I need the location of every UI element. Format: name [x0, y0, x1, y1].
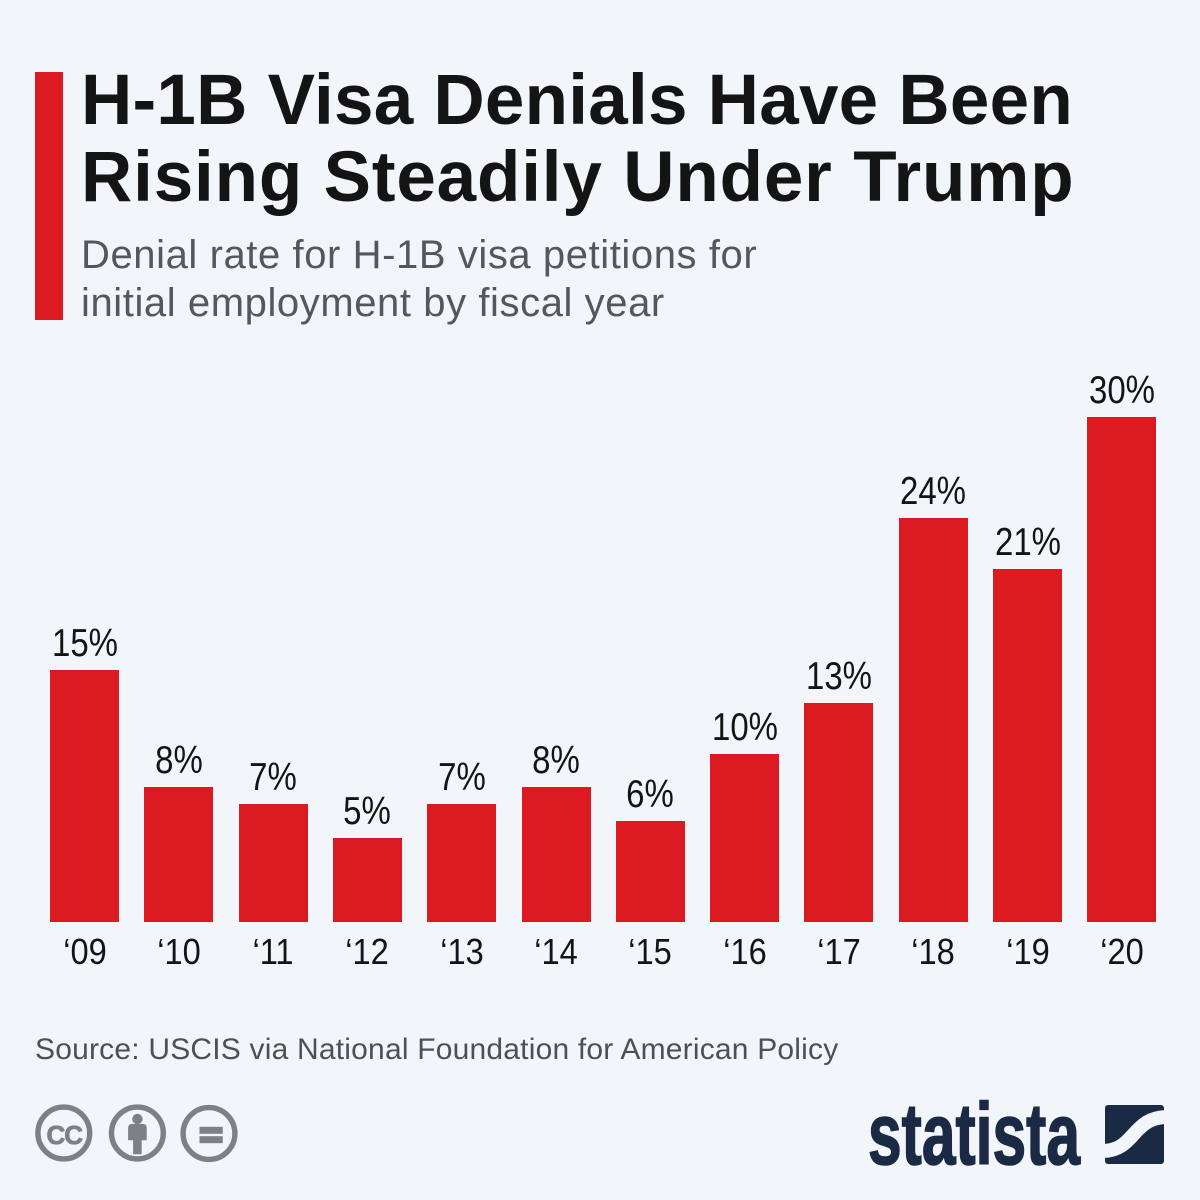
svg-text:CC: CC [47, 1120, 84, 1150]
svg-text:statista: statista [868, 1090, 1080, 1170]
